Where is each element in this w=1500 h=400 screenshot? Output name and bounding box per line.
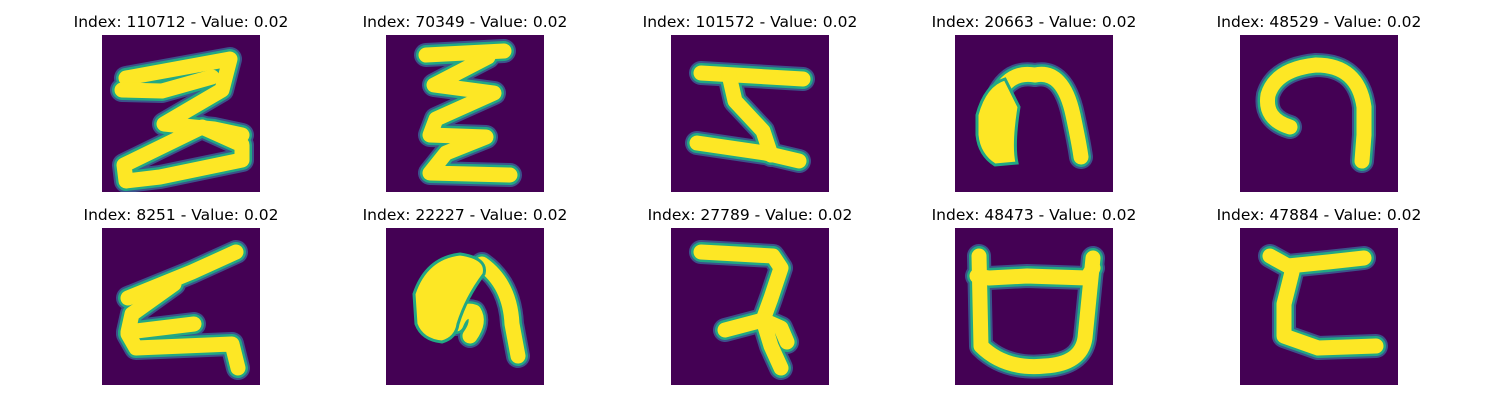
glyph-image: [955, 228, 1113, 385]
glyph-panel-6: Index: 8251 - Value: 0.02: [61, 205, 301, 385]
glyph-panel-8: Index: 27789 - Value: 0.02: [630, 205, 870, 385]
glyph-image: [955, 35, 1113, 192]
glyph-panel-7: Index: 22227 - Value: 0.02: [345, 205, 585, 385]
glyph-image: [102, 35, 260, 192]
glyph-image: [671, 228, 829, 385]
glyph-panel-5: Index: 48529 - Value: 0.02: [1199, 12, 1439, 192]
panel-title: Index: 48529 - Value: 0.02: [1216, 13, 1422, 31]
panel-title: Index: 47884 - Value: 0.02: [1216, 206, 1422, 224]
glyph-panel-2: Index: 70349 - Value: 0.02: [345, 12, 585, 192]
panel-title: Index: 20663 - Value: 0.02: [931, 13, 1137, 31]
panel-title: Index: 101572 - Value: 0.02: [642, 13, 858, 31]
glyph-image: [386, 35, 544, 192]
panel-title: Index: 22227 - Value: 0.02: [362, 206, 568, 224]
glyph-image: [102, 228, 260, 385]
glyph-image: [386, 228, 544, 385]
glyph-image: [1240, 35, 1398, 192]
glyph-panel-10: Index: 47884 - Value: 0.02: [1199, 205, 1439, 385]
panel-title: Index: 8251 - Value: 0.02: [83, 206, 279, 224]
panel-title: Index: 48473 - Value: 0.02: [931, 206, 1137, 224]
glyph-panel-1: Index: 110712 - Value: 0.02: [61, 12, 301, 192]
panel-title: Index: 70349 - Value: 0.02: [362, 13, 568, 31]
panel-title: Index: 110712 - Value: 0.02: [73, 13, 289, 31]
glyph-panel-3: Index: 101572 - Value: 0.02: [630, 12, 870, 192]
glyph-panel-4: Index: 20663 - Value: 0.02: [914, 12, 1154, 192]
glyph-image: [1240, 228, 1398, 385]
panel-title: Index: 27789 - Value: 0.02: [647, 206, 853, 224]
glyph-panel-9: Index: 48473 - Value: 0.02: [914, 205, 1154, 385]
glyph-image: [671, 35, 829, 192]
